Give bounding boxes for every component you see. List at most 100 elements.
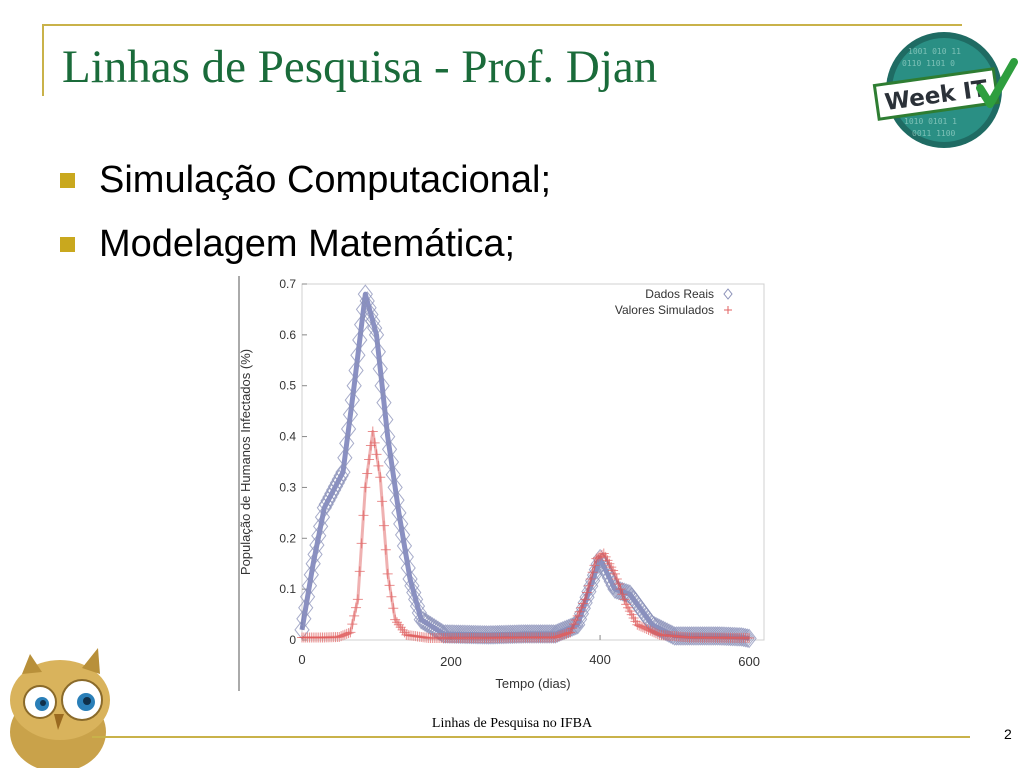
svg-text:0110 1101 0: 0110 1101 0 [902, 59, 955, 68]
footer-text: Linhas de Pesquisa no IFBA [431, 716, 593, 731]
data-point-diamond [335, 462, 351, 482]
data-point-plus [611, 573, 622, 584]
data-point-diamond [367, 318, 383, 338]
data-point-plus [367, 426, 378, 437]
title-frame-top [42, 24, 962, 26]
data-point-diamond [312, 516, 329, 537]
data-point-diamond [355, 299, 372, 320]
data-point-diamond [309, 535, 325, 555]
data-point-plus [576, 602, 587, 613]
x-tick-label: 0 [298, 652, 305, 667]
data-point-diamond [311, 525, 327, 546]
bullet-list: Simulação Computacional; Modelagem Matem… [60, 148, 551, 276]
legend-label: Dados Reais [645, 287, 714, 301]
data-point-diamond [551, 622, 567, 643]
x-tick-label: 200 [440, 654, 462, 669]
data-point-diamond [568, 615, 584, 636]
data-point-diamond [417, 612, 433, 632]
data-point-plus [582, 587, 593, 598]
data-point-diamond [307, 544, 323, 565]
data-point-diamond [400, 558, 416, 578]
data-point-plus [589, 560, 600, 571]
data-point-diamond [298, 597, 314, 618]
data-point-diamond [342, 404, 359, 425]
data-point-diamond [305, 553, 321, 574]
week-it-logo: 1001 010 11 0110 1101 0 1010 0101 1 0011… [872, 32, 1018, 148]
data-point-plus [570, 614, 581, 625]
data-point-diamond [380, 426, 396, 447]
y-tick-label: 0 [289, 633, 296, 647]
series-valores-simulados [297, 426, 755, 643]
data-point-diamond [553, 621, 569, 642]
data-point-diamond [385, 464, 401, 485]
y-tick-label: 0.6 [279, 328, 296, 342]
x-tick-label: 400 [589, 652, 611, 667]
bullet-item: Simulação Computacional; [60, 148, 551, 212]
data-point-plus [358, 510, 369, 521]
data-point-diamond [389, 490, 405, 510]
title-frame-left [42, 24, 44, 96]
data-point-plus [360, 482, 371, 493]
y-axis-label: População de Humanos Infectados (%) [238, 349, 253, 575]
infection-chart: 0 0.1 0.2 0.3 0.4 0.5 0.6 0.7 0 200 400 600 Dados R… [238, 276, 765, 691]
data-point-diamond [374, 375, 390, 396]
data-point-plus [615, 584, 626, 595]
data-point-plus [609, 568, 620, 579]
data-point-diamond [419, 613, 435, 634]
bullet-square-icon [60, 236, 75, 252]
legend-plus-icon [724, 306, 732, 314]
data-point-diamond [314, 507, 331, 527]
bullet-text: Simulação Computacional; [99, 158, 552, 201]
data-point-diamond [659, 622, 675, 643]
bullet-item: Modelagem Matemática; [60, 212, 551, 276]
x-tick-label: 600 [738, 654, 760, 669]
data-point-plus [378, 520, 389, 531]
data-point-plus [382, 568, 393, 579]
data-point-diamond [344, 390, 360, 410]
data-point-diamond [415, 611, 431, 631]
data-point-diamond [346, 375, 362, 396]
data-point-plus [369, 437, 380, 448]
y-tick-label: 0.3 [279, 480, 296, 494]
data-point-plus [347, 619, 358, 630]
y-tick-label: 0.5 [279, 379, 296, 393]
data-point-plus [568, 619, 579, 630]
data-point-diamond [387, 477, 403, 498]
data-point-diamond [739, 628, 755, 648]
data-point-diamond [413, 609, 429, 630]
data-point-plus [397, 624, 408, 635]
data-point-plus [574, 606, 585, 617]
data-point-diamond [732, 627, 748, 647]
bullet-text: Modelagem Matemática; [99, 222, 516, 265]
data-point-plus [617, 589, 628, 600]
data-point-diamond [620, 583, 636, 604]
data-point-plus [393, 619, 404, 630]
data-point-diamond [337, 447, 353, 468]
data-point-diamond [350, 345, 366, 366]
data-point-diamond [734, 627, 750, 647]
page-title: Linhas de Pesquisa - Prof. Djan [62, 41, 658, 93]
data-point-diamond [665, 625, 681, 645]
data-point-diamond [566, 616, 582, 637]
data-point-plus [362, 468, 373, 479]
data-point-diamond [590, 554, 606, 574]
data-point-plus [578, 598, 589, 609]
data-point-diamond [393, 514, 409, 534]
legend-diamond-icon [723, 288, 733, 300]
data-point-plus [371, 449, 382, 460]
data-point-diamond [348, 360, 364, 381]
y-tick-label: 0.1 [279, 582, 296, 596]
y-tick-label: 0.4 [279, 430, 296, 444]
data-point-plus [386, 591, 397, 602]
data-point-plus [744, 632, 755, 643]
data-point-plus [390, 614, 401, 625]
data-point-diamond [381, 439, 398, 460]
data-point-plus [583, 580, 594, 591]
owl-mascot-icon [10, 648, 110, 768]
data-point-plus [572, 610, 583, 621]
data-point-diamond [301, 575, 318, 596]
data-point-diamond [730, 626, 746, 647]
footer-divider [92, 736, 970, 738]
data-point-diamond [741, 628, 757, 649]
data-point-plus [395, 622, 406, 633]
